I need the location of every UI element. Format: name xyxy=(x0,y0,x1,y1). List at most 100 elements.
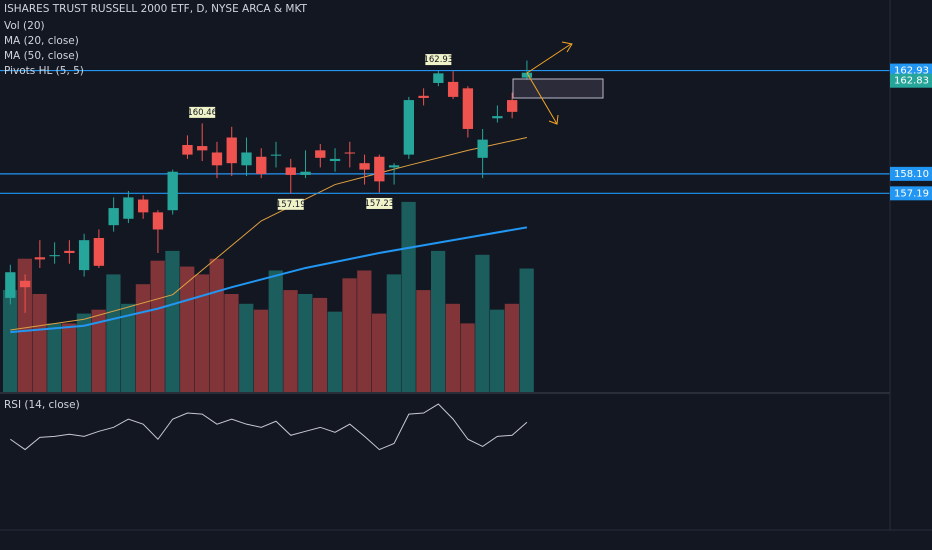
volume-bar xyxy=(519,268,534,392)
volume-bar xyxy=(430,250,446,392)
pivot-box xyxy=(277,198,304,210)
candle-body xyxy=(506,100,518,112)
pivot-box xyxy=(425,54,452,66)
volume-bar xyxy=(371,313,387,392)
candle-body xyxy=(374,156,385,182)
last-price-tag xyxy=(890,73,932,88)
pivot-label: 157.19 xyxy=(276,200,306,210)
last-price-label: 162.83 xyxy=(894,76,929,87)
volume-bar xyxy=(283,290,298,392)
drawn-arrow-up xyxy=(526,43,572,74)
candle-body xyxy=(49,255,60,257)
volume-bar xyxy=(194,274,210,392)
candle-body xyxy=(344,152,355,154)
candle-body xyxy=(462,88,474,129)
volume-bar xyxy=(150,260,165,392)
candle-body xyxy=(5,272,16,298)
volume-bar xyxy=(47,323,62,392)
candle-body xyxy=(226,137,237,164)
candle-body xyxy=(300,171,311,175)
drawn-arrow-down xyxy=(526,72,558,125)
volume-bar xyxy=(416,290,431,392)
volume-bar xyxy=(2,290,18,392)
volume-bar xyxy=(357,270,372,392)
volume-bar xyxy=(475,254,490,392)
price-tag xyxy=(890,186,932,201)
rsi-line xyxy=(10,403,528,451)
volume-bar xyxy=(106,274,121,392)
volume-bar xyxy=(224,294,239,392)
candle-body xyxy=(211,152,223,166)
pivot-box xyxy=(366,197,393,209)
volume-bar xyxy=(17,258,32,392)
pivot-box xyxy=(189,106,216,118)
candle-body xyxy=(256,156,267,174)
volume-bar xyxy=(268,270,283,392)
arrow-head xyxy=(561,41,573,53)
indicator-label: MA (20, close) xyxy=(4,35,79,47)
arrow-head xyxy=(548,114,559,125)
indicator-label: Pivots HL (5, 5) xyxy=(4,65,84,77)
drawn-rectangle xyxy=(512,78,604,99)
volume-bar xyxy=(460,323,475,392)
candle-body xyxy=(447,81,459,97)
price-tag-label: 157.19 xyxy=(894,188,929,199)
volume-bar xyxy=(386,274,401,392)
price-tag-label: 162.93 xyxy=(894,66,929,77)
candle-body xyxy=(64,250,75,253)
volume-bar xyxy=(209,258,224,392)
candle-body xyxy=(197,146,208,151)
volume-bar xyxy=(312,297,328,392)
volume-bar xyxy=(61,323,77,392)
indicator-label: RSI (14, close) xyxy=(4,399,80,411)
volume-bar xyxy=(135,284,151,392)
candle-body xyxy=(152,212,164,230)
volume-bar xyxy=(91,309,106,392)
volume-bar xyxy=(239,303,254,392)
volume-bar xyxy=(327,311,342,392)
price-tag-label: 158.10 xyxy=(894,169,929,180)
volume-bar xyxy=(253,309,269,392)
candle-body xyxy=(315,150,326,158)
volume-bar xyxy=(342,278,357,392)
moving-average xyxy=(10,226,528,334)
candle-body xyxy=(93,238,105,266)
candle-body xyxy=(108,208,119,226)
candle-body xyxy=(433,73,444,83)
volume-bar xyxy=(180,266,195,392)
indicator-label: MA (50, close) xyxy=(4,50,79,62)
pivot-label: 157.23 xyxy=(364,199,394,209)
price-tag xyxy=(890,166,932,181)
candle-body xyxy=(241,152,252,166)
volume-bar xyxy=(504,303,520,392)
candle-body xyxy=(388,165,400,168)
candle-body xyxy=(78,240,90,271)
volume-bar xyxy=(32,294,47,392)
indicator-label: Vol (20) xyxy=(4,20,45,32)
candle-body xyxy=(521,72,533,78)
candle-body xyxy=(270,154,282,156)
candle-body xyxy=(477,139,488,158)
candle-body xyxy=(492,116,503,119)
candle-body xyxy=(329,158,341,162)
chart-title: ISHARES TRUST RUSSELL 2000 ETF, D, NYSE … xyxy=(4,3,308,15)
candle-body xyxy=(182,144,193,155)
volume-bar xyxy=(121,303,136,392)
volume-bar xyxy=(490,309,505,392)
volume-bar xyxy=(165,250,180,392)
pivot-label: 162.93 xyxy=(423,55,453,65)
candle-body xyxy=(19,280,31,288)
candle-body xyxy=(418,95,429,98)
candle-body xyxy=(285,167,296,175)
volume-bar xyxy=(445,303,460,392)
candle-body xyxy=(138,199,149,213)
candle-body xyxy=(359,163,370,170)
volume-bar xyxy=(401,201,416,392)
volume-bar xyxy=(76,313,92,392)
pivot-label: 160.46 xyxy=(187,108,217,118)
candle-body xyxy=(167,171,178,211)
candle-body xyxy=(403,100,415,155)
candle-body xyxy=(123,197,134,219)
